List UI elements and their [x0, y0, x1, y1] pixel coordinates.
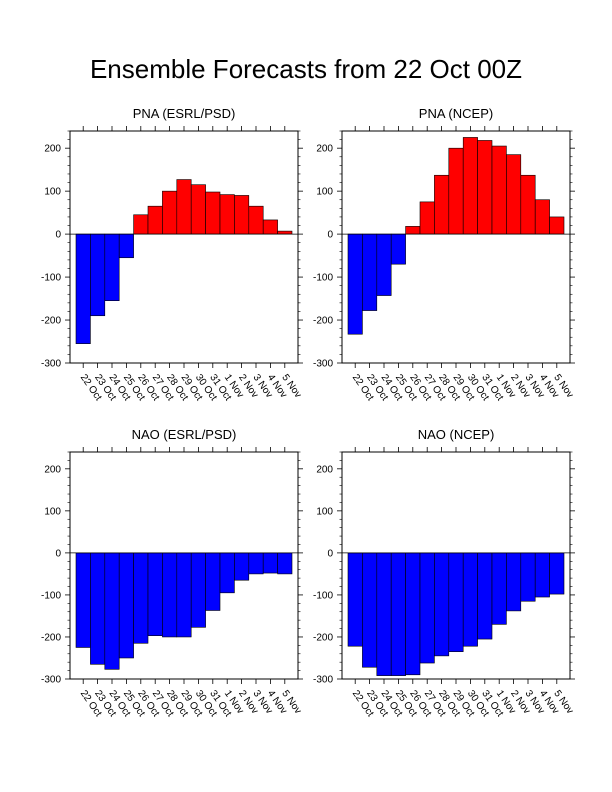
- y-tick-label: 100: [316, 506, 333, 517]
- panel-title: NAO (ESRL/PSD): [132, 427, 237, 442]
- bar: [90, 233, 106, 317]
- y-tick-label: -100: [41, 590, 61, 601]
- figure-title: Ensemble Forecasts from 22 Oct 00Z: [90, 54, 522, 84]
- y-tick-label: -100: [313, 590, 333, 601]
- y-tick-label: 100: [316, 187, 333, 198]
- y-tick-label: -200: [41, 632, 61, 643]
- bar: [362, 552, 378, 668]
- bar: [234, 195, 250, 235]
- bar: [219, 194, 235, 235]
- bar: [534, 552, 550, 598]
- y-tick-label: 0: [327, 548, 333, 559]
- bar: [462, 552, 478, 647]
- y-tick-label: -100: [313, 273, 333, 284]
- y-tick-label: 200: [316, 464, 333, 475]
- bar: [347, 233, 363, 335]
- bar: [376, 233, 392, 296]
- bar: [405, 226, 421, 235]
- bar: [118, 233, 134, 259]
- bar: [390, 233, 406, 265]
- bar: [462, 137, 478, 235]
- y-tick-label: 0: [327, 230, 333, 241]
- bar: [434, 174, 450, 235]
- bar: [448, 147, 464, 235]
- y-tick-label: -200: [41, 316, 61, 327]
- bar: [176, 552, 192, 638]
- y-tick-label: 200: [316, 144, 333, 155]
- bar: [205, 552, 221, 611]
- bar: [133, 552, 149, 644]
- bar: [248, 205, 264, 235]
- bar: [190, 184, 206, 235]
- bar: [219, 552, 235, 594]
- bar: [434, 552, 450, 657]
- bar: [419, 552, 435, 664]
- bar: [104, 233, 120, 301]
- bar: [549, 552, 565, 595]
- y-tick-label: -100: [41, 273, 61, 284]
- bar: [190, 552, 206, 628]
- y-tick-label: -300: [41, 359, 61, 370]
- bar: [104, 552, 120, 670]
- bar: [549, 216, 565, 235]
- bar: [477, 552, 493, 640]
- y-tick-label: 200: [44, 144, 61, 155]
- bar: [419, 201, 435, 235]
- bar: [405, 552, 421, 676]
- bar: [520, 174, 536, 235]
- bar: [362, 233, 378, 311]
- bar: [133, 214, 149, 235]
- bar: [147, 205, 163, 235]
- y-tick-label: -300: [313, 675, 333, 686]
- bar: [390, 552, 406, 676]
- bar: [277, 230, 293, 235]
- bar: [448, 552, 464, 652]
- panel-title: NAO (NCEP): [418, 427, 495, 442]
- panel-title: PNA (ESRL/PSD): [133, 106, 236, 121]
- bar: [520, 552, 536, 602]
- bar: [90, 552, 106, 665]
- y-tick-label: -200: [313, 316, 333, 327]
- bar: [75, 552, 91, 648]
- bar: [162, 552, 178, 638]
- bar: [162, 190, 178, 235]
- bar: [248, 552, 264, 575]
- bar: [491, 145, 507, 235]
- bar: [176, 179, 192, 235]
- y-tick-label: 100: [44, 187, 61, 198]
- y-tick-label: 0: [55, 230, 61, 241]
- bar: [205, 191, 221, 235]
- bar: [477, 140, 493, 235]
- bar: [376, 552, 392, 676]
- bar: [347, 552, 363, 647]
- bar: [506, 154, 522, 235]
- bar: [147, 552, 163, 637]
- bar: [75, 233, 91, 344]
- bar: [234, 552, 250, 581]
- bar: [506, 552, 522, 612]
- y-tick-label: 200: [44, 464, 61, 475]
- bar: [262, 552, 278, 574]
- y-tick-label: -300: [41, 675, 61, 686]
- y-tick-label: 0: [55, 548, 61, 559]
- bar: [118, 552, 134, 659]
- bar: [534, 199, 550, 235]
- bar: [262, 219, 278, 235]
- y-tick-label: -200: [313, 632, 333, 643]
- panel-title: PNA (NCEP): [419, 106, 493, 121]
- bar: [491, 552, 507, 625]
- bar: [277, 552, 293, 575]
- y-tick-label: -300: [313, 359, 333, 370]
- y-tick-label: 100: [44, 506, 61, 517]
